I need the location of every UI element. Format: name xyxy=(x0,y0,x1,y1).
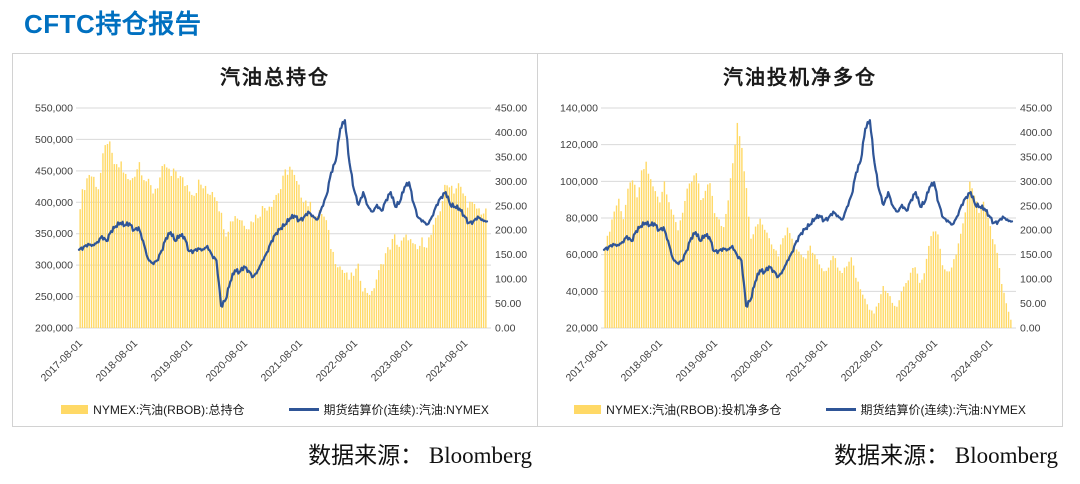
legend-bar-swatch-icon xyxy=(574,405,602,414)
svg-text:250,000: 250,000 xyxy=(35,291,73,303)
legend: NYMEX:汽油(RBOB):投机净多仓 期货结算价(连续):汽油:NYMEX xyxy=(538,401,1062,418)
svg-text:250.00: 250.00 xyxy=(495,200,527,212)
svg-text:40,000: 40,000 xyxy=(566,286,598,298)
svg-text:250.00: 250.00 xyxy=(1020,200,1052,212)
svg-text:80,000: 80,000 xyxy=(566,213,598,225)
svg-text:500,000: 500,000 xyxy=(35,134,73,146)
svg-text:100.00: 100.00 xyxy=(1020,274,1052,286)
svg-text:2024-08-01: 2024-08-01 xyxy=(424,338,471,385)
data-source-note: 数据来源： Bloomberg xyxy=(834,443,1058,468)
svg-text:50.00: 50.00 xyxy=(1020,298,1046,310)
svg-text:150.00: 150.00 xyxy=(1020,249,1052,261)
svg-text:0.00: 0.00 xyxy=(495,323,516,335)
svg-text:300.00: 300.00 xyxy=(495,176,527,188)
legend-label: 期货结算价(连续):汽油:NYMEX xyxy=(323,403,489,417)
svg-text:0.00: 0.00 xyxy=(1020,323,1041,335)
legend-item-bars: NYMEX:汽油(RBOB):投机净多仓 xyxy=(574,401,782,418)
svg-text:300,000: 300,000 xyxy=(35,260,73,272)
svg-text:2020-08-01: 2020-08-01 xyxy=(729,338,776,385)
svg-text:350,000: 350,000 xyxy=(35,228,73,240)
svg-text:400.00: 400.00 xyxy=(495,127,527,139)
legend-label: 期货结算价(连续):汽油:NYMEX xyxy=(860,403,1026,417)
legend-line-swatch-icon xyxy=(288,408,319,411)
source-row: 数据来源： Bloomberg 数据来源： Bloomberg xyxy=(12,436,1064,470)
svg-text:400,000: 400,000 xyxy=(35,197,73,209)
data-source-note: 数据来源： Bloomberg xyxy=(308,443,532,468)
svg-text:2018-08-01: 2018-08-01 xyxy=(94,338,141,385)
legend: NYMEX:汽油(RBOB):总持仓 期货结算价(连续):汽油:NYMEX xyxy=(13,401,537,418)
legend-line-swatch-icon xyxy=(825,408,856,411)
chart-title: 汽油投机净多仓 xyxy=(723,67,877,89)
svg-text:2022-08-01: 2022-08-01 xyxy=(839,338,886,385)
net-long-chart: 140,000 120,000 100,000 80,000 60,000 40,000 2… xyxy=(560,103,1052,385)
svg-text:2021-08-01: 2021-08-01 xyxy=(784,338,831,385)
svg-text:20,000: 20,000 xyxy=(566,323,598,335)
svg-text:200.00: 200.00 xyxy=(1020,225,1052,237)
chart-title: 汽油总持仓 xyxy=(220,67,330,89)
svg-text:450.00: 450.00 xyxy=(495,103,527,115)
svg-text:100.00: 100.00 xyxy=(495,274,527,286)
svg-text:450,000: 450,000 xyxy=(35,165,73,177)
svg-text:100,000: 100,000 xyxy=(560,176,598,188)
chart-panel-total-open-interest: 汽油总持仓 550,000 500,000 450,000 400,000 350,00… xyxy=(12,53,538,427)
legend-item-line: 期货结算价(连续):汽油:NYMEX xyxy=(288,401,489,418)
chart-panels: 汽油总持仓 550,000 500,000 450,000 400,000 350,00… xyxy=(12,53,1063,427)
svg-text:140,000: 140,000 xyxy=(560,103,598,115)
legend-bar-swatch-icon xyxy=(61,405,89,414)
svg-text:200,000: 200,000 xyxy=(35,323,73,335)
total-open-interest-chart: 550,000 500,000 450,000 400,000 350,000 300,0… xyxy=(35,103,527,385)
svg-text:120,000: 120,000 xyxy=(560,139,598,151)
svg-text:350.00: 350.00 xyxy=(1020,151,1052,163)
svg-text:2022-08-01: 2022-08-01 xyxy=(314,338,361,385)
svg-text:2024-08-01: 2024-08-01 xyxy=(949,338,996,385)
legend-item-bars: NYMEX:汽油(RBOB):总持仓 xyxy=(61,401,245,418)
svg-text:300.00: 300.00 xyxy=(1020,176,1052,188)
svg-text:2019-08-01: 2019-08-01 xyxy=(149,338,196,385)
svg-text:2017-08-01: 2017-08-01 xyxy=(39,338,86,385)
legend-label: NYMEX:汽油(RBOB):投机净多仓 xyxy=(606,403,782,417)
svg-text:50.00: 50.00 xyxy=(495,298,521,310)
svg-text:150.00: 150.00 xyxy=(495,249,527,261)
svg-text:200.00: 200.00 xyxy=(495,225,527,237)
svg-text:550,000: 550,000 xyxy=(35,103,73,115)
svg-text:60,000: 60,000 xyxy=(566,249,598,261)
chart-panel-net-long: 汽油投机净多仓 140,000 120,000 100,000 80,000 60,00… xyxy=(537,53,1063,427)
svg-text:450.00: 450.00 xyxy=(1020,103,1052,115)
svg-text:2021-08-01: 2021-08-01 xyxy=(259,338,306,385)
svg-text:2019-08-01: 2019-08-01 xyxy=(674,338,721,385)
svg-text:2020-08-01: 2020-08-01 xyxy=(204,338,251,385)
report-title: CFTC持仓报告 xyxy=(24,9,202,39)
svg-text:2023-08-01: 2023-08-01 xyxy=(894,338,941,385)
legend-label: NYMEX:汽油(RBOB):总持仓 xyxy=(93,403,245,417)
svg-text:2018-08-01: 2018-08-01 xyxy=(619,338,666,385)
svg-text:2017-08-01: 2017-08-01 xyxy=(564,338,611,385)
svg-text:2023-08-01: 2023-08-01 xyxy=(369,338,416,385)
svg-text:400.00: 400.00 xyxy=(1020,127,1052,139)
legend-item-line: 期货结算价(连续):汽油:NYMEX xyxy=(825,401,1026,418)
svg-text:350.00: 350.00 xyxy=(495,151,527,163)
